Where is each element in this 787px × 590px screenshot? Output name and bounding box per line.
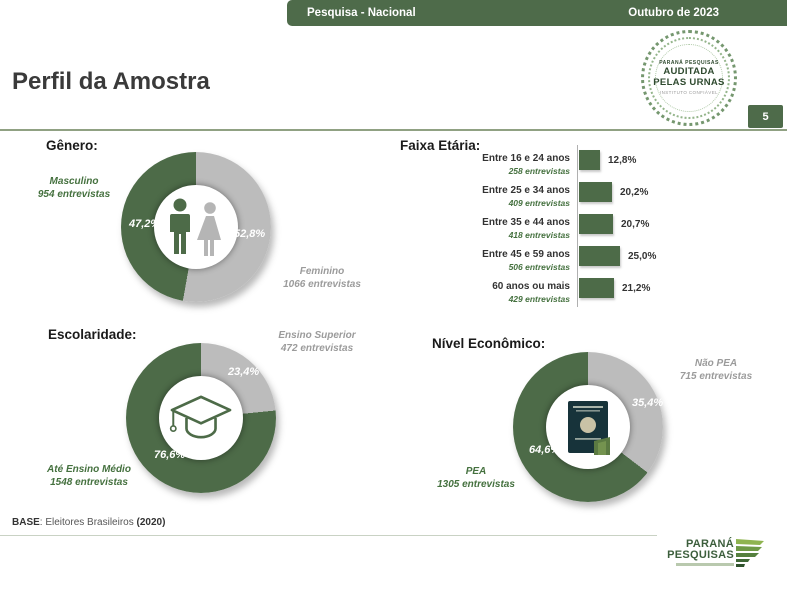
age-row-count: 409 entrevistas [508,198,570,208]
economic-bottom-label-name: PEA [465,466,487,477]
age-bar-percent: 21,2% [622,283,651,294]
education-top-label: Ensino Superior 472 entrevistas [258,330,376,355]
economic-top-label: Não PEA 715 entrevistas [666,358,766,383]
economic-donut-hole [546,385,630,469]
female-label-count: 1066 entrevistas [283,278,361,290]
economic-bottom-slice-percent: 64,6% [529,444,561,456]
stamp-ring-icon [641,30,737,126]
age-bar [579,182,612,202]
age-row-count: 418 entrevistas [508,230,570,240]
age-row-label: Entre 35 e 44 anos [482,217,570,228]
graduation-cap-icon [169,395,232,439]
age-heading: Faixa Etária: [400,138,481,153]
education-heading: Escolaridade: [48,327,137,342]
top-divider [0,129,787,131]
economic-heading: Nível Econômico: [432,336,546,351]
female-label-name: Feminino [299,266,345,277]
age-bar [579,278,614,298]
logo-line2: PESQUISAS [667,549,734,561]
education-top-label-count: 472 entrevistas [280,342,354,354]
stamp-ring-icon [655,44,723,112]
male-icon [170,198,190,254]
logo-p-icon [736,539,764,567]
stamp-brand: PARANÁ PESQUISAS [659,60,719,67]
education-bottom-label-name: Até Ensino Médio [47,464,131,475]
education-donut-chart: 23,4% 76,6% [126,343,276,493]
economic-donut-chart: 35,4% 64,6% [513,352,663,502]
education-bottom-label: Até Ensino Médio 1548 entrevistas [26,464,152,489]
age-chart-axis [577,145,578,307]
age-row-label: Entre 16 e 24 anos [482,153,570,164]
economic-top-label-count: 715 entrevistas [679,370,753,382]
education-top-label-name: Ensino Superior [278,330,356,341]
economic-top-label-name: Não PEA [694,358,738,369]
stamp-sub: INSTITUTO CONFIÁVEL [659,89,719,95]
stamp-text: PARANÁ PESQUISAS AUDITADA PELAS URNAS IN… [641,30,737,126]
age-bar [579,214,613,234]
age-bar [579,150,600,170]
stamp-main2: PELAS URNAS [653,76,725,88]
base-note: BASE: Eleitores Brasileiros (2020) [12,517,165,528]
age-bar-percent: 20,7% [621,219,650,230]
female-label: Feminino 1066 entrevistas [268,266,376,291]
economic-bottom-label-count: 1305 entrevistas [437,478,515,490]
stamp-ring-icon [648,37,730,119]
education-bottom-slice-percent: 76,6% [154,449,186,461]
gender-donut-hole [154,185,238,269]
age-row-count: 506 entrevistas [508,262,570,272]
female-icon [197,202,221,256]
age-row-label: Entre 45 e 59 anos [482,249,570,260]
male-slice-percent: 47,2% [129,218,161,230]
base-note-year: (2020) [136,517,166,528]
age-bar-percent: 25,0% [628,251,657,262]
header-date-label: Outubro de 2023 [628,7,719,19]
education-top-slice-percent: 23,4% [228,366,260,378]
page-number-badge: 5 [748,105,783,128]
stamp-main1: AUDITADA [663,65,715,77]
age-bar [579,246,620,266]
work-card-icon [568,401,610,455]
male-label-name: Masculino [49,176,99,187]
header-bar: Pesquisa - Nacional Outubro de 2023 [287,0,787,26]
age-row-count: 429 entrevistas [508,294,570,304]
female-slice-percent: 52,8% [234,228,266,240]
base-note-label: BASE [12,517,40,528]
logo-text: PARANÁ PESQUISAS [667,539,734,561]
page-title: Perfil da Amostra [12,68,210,95]
age-bar-percent: 12,8% [608,155,637,166]
age-bar-percent: 20,2% [620,187,649,198]
header-left-label: Pesquisa - Nacional [307,7,416,19]
logo-line1: PARANÁ [685,538,734,550]
footer-divider [0,535,657,536]
education-bottom-label-count: 1548 entrevistas [50,476,128,488]
parana-pesquisas-logo: PARANÁ PESQUISAS [650,539,770,579]
logo-tagline [676,563,734,566]
male-label-count: 954 entrevistas [37,188,111,200]
base-note-text: : Eleitores Brasileiros [39,517,137,528]
economic-top-slice-percent: 35,4% [632,397,664,409]
age-row-count: 258 entrevistas [508,166,570,176]
age-row-label: Entre 25 e 34 anos [482,185,570,196]
gender-icons [167,198,225,256]
male-label: Masculino 954 entrevistas [22,176,126,201]
economic-bottom-label: PEA 1305 entrevistas [426,466,526,491]
education-donut-hole [159,376,243,460]
audit-stamp: PARANÁ PESQUISAS AUDITADA PELAS URNAS IN… [641,30,737,126]
gender-heading: Gênero: [46,138,98,153]
age-row-label: 60 anos ou mais [492,281,570,292]
gender-donut-chart: 47,2% 52,8% [121,152,271,302]
